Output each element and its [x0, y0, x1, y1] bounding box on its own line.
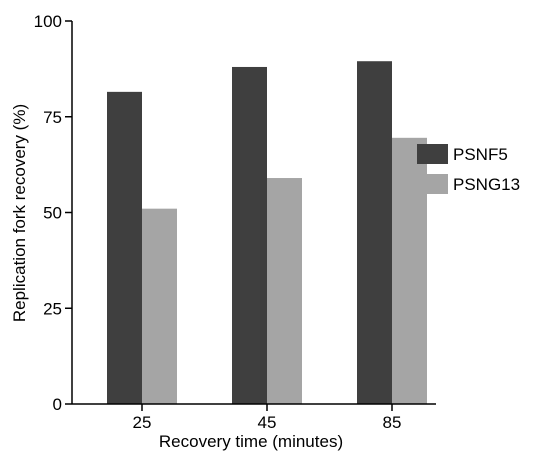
x-axis: 25 45 85	[72, 403, 436, 432]
bar-psnf5-85	[357, 61, 392, 405]
y-tick-label: 0	[53, 395, 62, 414]
y-axis-title: Replication fork recovery (%)	[10, 104, 29, 322]
x-axis-title: Recovery time (minutes)	[159, 432, 343, 451]
y-tick-label: 75	[43, 108, 62, 127]
legend-label-psng13: PSNG13	[453, 175, 520, 194]
legend-swatch-psng13	[417, 174, 448, 194]
y-axis: 0 25 50 75 100	[34, 12, 73, 414]
legend: PSNF5 PSNG13	[417, 144, 520, 194]
y-tick-label: 100	[34, 12, 62, 31]
bar-psnf5-45	[232, 66, 267, 405]
bar-psnf5-25	[107, 91, 142, 404]
y-tick-label: 25	[43, 299, 62, 318]
legend-label-psnf5: PSNF5	[453, 145, 508, 164]
y-tick-label: 50	[43, 204, 62, 223]
bars-layer	[107, 61, 427, 405]
x-tick-label: 45	[258, 413, 277, 432]
x-tick-label: 25	[133, 413, 152, 432]
x-tick-label: 85	[383, 413, 402, 432]
bar-psng13-25	[142, 208, 177, 404]
legend-swatch-psnf5	[417, 144, 448, 164]
bar-psng13-45	[267, 178, 302, 404]
